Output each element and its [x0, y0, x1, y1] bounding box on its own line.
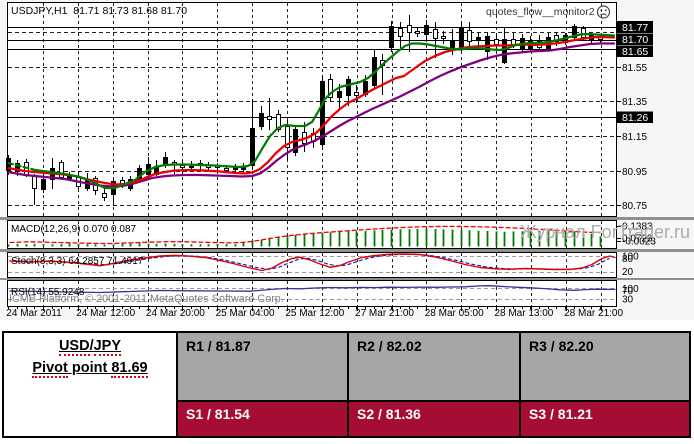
svg-text:80: 80	[622, 254, 634, 265]
svg-text:USDJPY,H1 81.71 81.73 81.68 8: USDJPY,H1 81.71 81.73 81.68 81.70	[11, 5, 187, 17]
svg-text:30: 30	[622, 295, 634, 306]
svg-text:-0.0023: -0.0023	[622, 237, 656, 248]
svg-text:24 Mar 2011: 24 Mar 2011	[6, 308, 62, 319]
svg-text:ICMB Platform, © 2001-2011 Met: ICMB Platform, © 2001-2011 MetaQuotes So…	[9, 293, 284, 305]
svg-text:80.95: 80.95	[622, 167, 647, 178]
svg-text:RSI(14) 55.9248: RSI(14) 55.9248	[11, 287, 85, 298]
svg-text:0.0723: 0.0723	[622, 234, 653, 245]
svg-text:quotes_flow__monitor2: quotes_flow__monitor2	[486, 6, 595, 18]
svg-text:24 Mar 20:00: 24 Mar 20:00	[146, 308, 205, 319]
svg-text:81.15: 81.15	[622, 132, 647, 143]
svg-text:20: 20	[622, 267, 634, 278]
svg-text:25 Mar 04:00: 25 Mar 04:00	[216, 308, 275, 319]
svg-text:100: 100	[622, 284, 639, 295]
svg-text:MACD(12,26,9) 0.070 0.087: MACD(12,26,9) 0.070 0.087	[11, 224, 137, 235]
svg-text:28 Mar 05:00: 28 Mar 05:00	[425, 308, 484, 319]
svg-text:Stoch(8,3,3) 64.2857 71.4917: Stoch(8,3,3) 64.2857 71.4917	[11, 256, 144, 267]
svg-text:28 Mar 13:00: 28 Mar 13:00	[494, 308, 553, 319]
svg-text:81.55: 81.55	[622, 63, 647, 74]
svg-text:0.1383: 0.1383	[622, 222, 653, 233]
svg-text:24 Mar 12:00: 24 Mar 12:00	[76, 308, 135, 319]
svg-text:81.26: 81.26	[622, 112, 648, 124]
svg-text:27 Mar 21:00: 27 Mar 21:00	[355, 308, 414, 319]
svg-text:100: 100	[622, 252, 639, 263]
svg-text:80.75: 80.75	[622, 201, 647, 212]
svg-text:81.35: 81.35	[622, 97, 647, 108]
svg-text:Журнал ForTrader.ru: Журнал ForTrader.ru	[520, 222, 690, 242]
svg-text:70: 70	[622, 286, 634, 297]
svg-text:81.65: 81.65	[622, 46, 648, 58]
svg-text:25 Mar 12:00: 25 Mar 12:00	[285, 308, 344, 319]
svg-text:81.77: 81.77	[622, 22, 648, 34]
svg-text:28 Mar 21:00: 28 Mar 21:00	[564, 308, 623, 319]
svg-text:81.70: 81.70	[622, 34, 648, 46]
